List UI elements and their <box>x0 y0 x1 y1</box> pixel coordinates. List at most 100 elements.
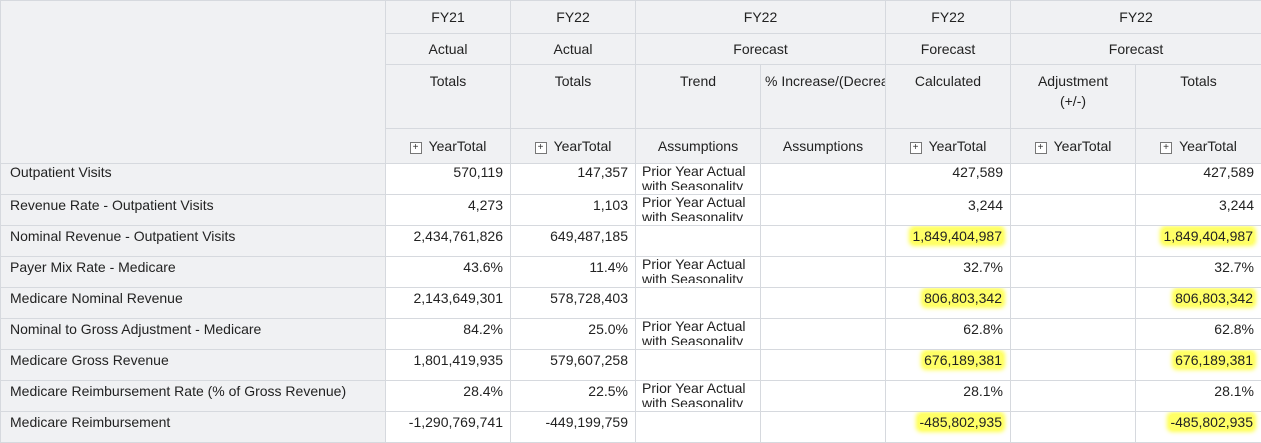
cell-fy22-adjustment[interactable] <box>1011 195 1136 226</box>
cell-pct-assumption[interactable] <box>761 381 886 412</box>
cell-fy22-actual[interactable]: 579,607,258 <box>511 350 636 381</box>
cell-fy22-total[interactable]: 806,803,342 <box>1136 288 1261 319</box>
cell-fy22-calculated[interactable]: 806,803,342 <box>886 288 1011 319</box>
col-header-scenario: Actual <box>511 34 636 65</box>
cell-fy22-calculated[interactable]: 676,189,381 <box>886 350 1011 381</box>
cell-fy22-actual[interactable]: 25.0% <box>511 319 636 350</box>
cell-fy22-total[interactable]: 1,849,404,987 <box>1136 226 1261 257</box>
cell-fy22-actual[interactable]: 578,728,403 <box>511 288 636 319</box>
cell-fy22-total[interactable]: 3,244 <box>1136 195 1261 226</box>
cell-trend-assumption[interactable]: Prior Year Actual with Seasonality <box>636 195 761 226</box>
col-header-scenario: Forecast <box>636 34 886 65</box>
cell-fy21-actual[interactable]: -1,290,769,741 <box>386 412 511 443</box>
cell-trend-assumption[interactable] <box>636 350 761 381</box>
cell-fy21-actual[interactable]: 2,143,649,301 <box>386 288 511 319</box>
member-label: YearTotal <box>929 138 987 154</box>
cell-fy22-adjustment[interactable] <box>1011 381 1136 412</box>
cell-pct-assumption[interactable] <box>761 319 886 350</box>
member-label: YearTotal <box>429 138 487 154</box>
cell-fy22-total[interactable]: 28.1% <box>1136 381 1261 412</box>
cell-fy22-calculated[interactable]: 62.8% <box>886 319 1011 350</box>
cell-fy22-actual[interactable]: 147,357 <box>511 164 636 195</box>
cell-fy22-actual[interactable]: -449,199,759 <box>511 412 636 443</box>
cell-trend-assumption[interactable] <box>636 226 761 257</box>
member-header[interactable]: + YearTotal <box>511 129 636 164</box>
cell-trend-assumption[interactable]: Prior Year Actual with Seasonality <box>636 319 761 350</box>
cell-pct-assumption[interactable] <box>761 350 886 381</box>
cell-fy22-adjustment[interactable] <box>1011 350 1136 381</box>
cell-fy22-total[interactable]: 32.7% <box>1136 257 1261 288</box>
col-header-version: Totals <box>1136 65 1261 129</box>
cell-fy22-actual[interactable]: 22.5% <box>511 381 636 412</box>
col-header-version: Calculated <box>886 65 1011 129</box>
member-header[interactable]: + YearTotal <box>886 129 1011 164</box>
cell-fy21-actual[interactable]: 2,434,761,826 <box>386 226 511 257</box>
cell-fy21-actual[interactable]: 28.4% <box>386 381 511 412</box>
cell-trend-assumption[interactable]: Prior Year Actual with Seasonality <box>636 381 761 412</box>
member-header[interactable]: + YearTotal <box>1011 129 1136 164</box>
cell-fy21-actual[interactable]: 570,119 <box>386 164 511 195</box>
cell-fy22-total[interactable]: -485,802,935 <box>1136 412 1261 443</box>
cell-fy22-total[interactable]: 427,589 <box>1136 164 1261 195</box>
cell-fy22-calculated[interactable]: 427,589 <box>886 164 1011 195</box>
cell-fy22-adjustment[interactable] <box>1011 226 1136 257</box>
member-label: YearTotal <box>1054 138 1112 154</box>
cell-pct-assumption[interactable] <box>761 257 886 288</box>
cell-fy22-adjustment[interactable] <box>1011 164 1136 195</box>
cell-trend-assumption[interactable]: Prior Year Actual with Seasonality <box>636 257 761 288</box>
cell-trend-assumption[interactable]: Prior Year Actual with Seasonality <box>636 164 761 195</box>
col-header-year: FY22 <box>886 1 1011 34</box>
cell-trend-assumption-value: Prior Year Actual with Seasonality <box>642 164 760 190</box>
table-row: Medicare Reimbursement-1,290,769,741-449… <box>1 412 1261 443</box>
cell-fy22-adjustment[interactable] <box>1011 412 1136 443</box>
cell-fy22-actual[interactable]: 649,487,185 <box>511 226 636 257</box>
plus-square-icon[interactable]: + <box>410 142 422 154</box>
cell-fy22-adjustment[interactable] <box>1011 288 1136 319</box>
row-label: Payer Mix Rate - Medicare <box>1 257 386 288</box>
cell-fy21-actual[interactable]: 1,801,419,935 <box>386 350 511 381</box>
cell-pct-assumption[interactable] <box>761 164 886 195</box>
cell-fy22-calculated[interactable]: 32.7% <box>886 257 1011 288</box>
cell-trend-assumption-value: Prior Year Actual with Seasonality <box>642 381 760 407</box>
cell-fy22-actual[interactable]: 1,103 <box>511 195 636 226</box>
plus-square-icon[interactable]: + <box>535 142 547 154</box>
member-label: YearTotal <box>554 138 612 154</box>
col-header-scenario: Actual <box>386 34 511 65</box>
plus-square-icon[interactable]: + <box>1160 142 1172 154</box>
cell-fy22-adjustment[interactable] <box>1011 257 1136 288</box>
cell-fy21-actual[interactable]: 84.2% <box>386 319 511 350</box>
cell-trend-assumption[interactable] <box>636 288 761 319</box>
plus-square-icon[interactable]: + <box>1035 142 1047 154</box>
cell-fy22-total[interactable]: 62.8% <box>1136 319 1261 350</box>
member-header: Assumptions <box>761 129 886 164</box>
cell-fy22-adjustment[interactable] <box>1011 319 1136 350</box>
cell-trend-assumption-value: Prior Year Actual with Seasonality <box>642 195 760 221</box>
plus-square-icon[interactable]: + <box>910 142 922 154</box>
cell-pct-assumption[interactable] <box>761 288 886 319</box>
cell-pct-assumption[interactable] <box>761 412 886 443</box>
cell-fy22-actual[interactable]: 11.4% <box>511 257 636 288</box>
cell-fy22-calculated-value: 676,189,381 <box>923 352 1003 368</box>
cell-fy22-total[interactable]: 676,189,381 <box>1136 350 1261 381</box>
col-header-version: Totals <box>511 65 636 129</box>
cell-fy22-total-value: 676,189,381 <box>1174 352 1254 368</box>
cell-fy22-total-value: 806,803,342 <box>1174 290 1254 306</box>
cell-fy22-calculated[interactable]: -485,802,935 <box>886 412 1011 443</box>
cell-fy22-calculated[interactable]: 28.1% <box>886 381 1011 412</box>
cell-pct-assumption[interactable] <box>761 226 886 257</box>
cell-pct-assumption[interactable] <box>761 195 886 226</box>
cell-fy22-total-value: 1,849,404,987 <box>1162 228 1254 244</box>
cell-trend-assumption[interactable] <box>636 412 761 443</box>
cell-fy22-calculated[interactable]: 1,849,404,987 <box>886 226 1011 257</box>
member-header[interactable]: +YearTotal <box>1136 129 1261 164</box>
cell-fy21-actual[interactable]: 4,273 <box>386 195 511 226</box>
cell-fy22-calculated[interactable]: 3,244 <box>886 195 1011 226</box>
row-label: Nominal Revenue - Outpatient Visits <box>1 226 386 257</box>
member-header[interactable]: + YearTotal <box>386 129 511 164</box>
cell-fy21-actual[interactable]: 43.6% <box>386 257 511 288</box>
